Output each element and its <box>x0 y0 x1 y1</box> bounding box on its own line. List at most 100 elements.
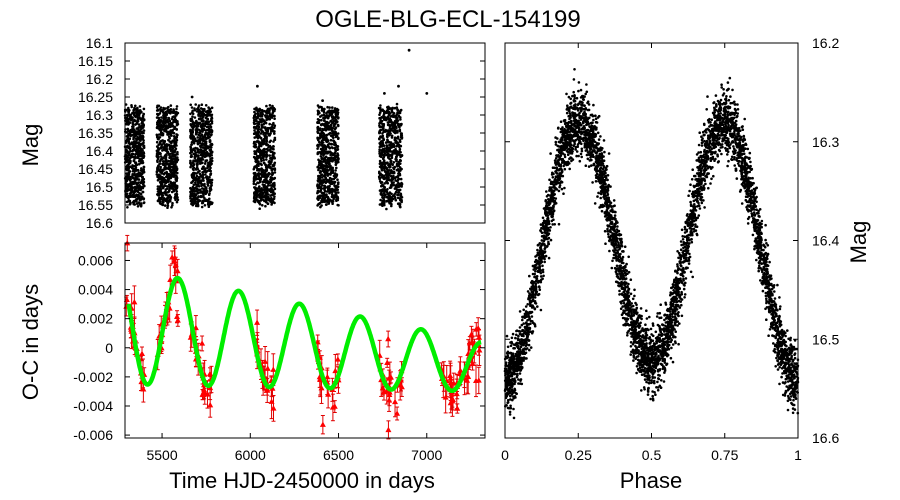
light-curve-point <box>329 182 333 186</box>
light-curve-point <box>273 187 277 191</box>
light-curve-point <box>156 173 159 176</box>
light-curve-point <box>171 175 174 178</box>
light-curve-point <box>268 154 272 157</box>
light-curve-point <box>129 155 133 158</box>
light-curve-point <box>330 199 334 203</box>
light-curve-point <box>169 165 172 169</box>
light-curve-point <box>169 108 173 111</box>
light-curve-point <box>258 143 261 147</box>
light-curve-point <box>381 174 385 178</box>
light-curve-point <box>273 136 277 140</box>
light-curve-point <box>134 194 138 197</box>
light-curve-point <box>204 199 207 202</box>
light-curve-point <box>258 118 262 121</box>
light-curve-point <box>322 113 326 116</box>
light-curve-point <box>209 133 213 137</box>
light-curve-point <box>165 143 168 146</box>
light-curve-point <box>261 156 264 159</box>
light-curve-point <box>380 119 384 123</box>
light-curve-point <box>324 155 328 159</box>
light-curve-point <box>272 191 275 194</box>
light-curve-point <box>328 199 331 203</box>
light-curve-point <box>203 162 207 165</box>
light-curve-point <box>335 121 339 124</box>
light-curve-point <box>267 133 271 137</box>
light-curve-point <box>175 107 178 111</box>
light-curve-point <box>400 136 404 139</box>
light-curve-point <box>136 156 139 159</box>
light-curve-point <box>199 148 203 151</box>
light-curve-point <box>163 127 167 131</box>
light-curve-point <box>271 172 275 176</box>
light-curve-point <box>333 184 336 187</box>
light-curve-point <box>202 151 205 155</box>
light-curve-point <box>198 169 201 173</box>
light-curve-point <box>205 150 209 154</box>
light-curve-point <box>201 111 204 115</box>
light-curve-point <box>139 188 142 191</box>
light-curve-point <box>270 178 274 181</box>
light-curve-point <box>138 105 142 108</box>
light-curve-point <box>170 206 173 209</box>
light-curve-point <box>170 141 173 144</box>
light-curve-point <box>155 106 159 109</box>
light-curve-point <box>169 104 173 107</box>
light-curve-point <box>189 165 192 169</box>
light-curve-point <box>192 147 195 151</box>
light-curve-point <box>160 195 164 199</box>
light-curve-point <box>390 134 394 138</box>
o-c-point <box>131 298 138 305</box>
panel-o-c: 0.006 0.004 0.002 0 -0.002 -0.004 -0.006 5500 60… <box>18 234 486 493</box>
light-curve-point <box>318 111 321 115</box>
light-curve-point <box>191 135 194 139</box>
light-curve-point <box>131 167 134 170</box>
light-curve-point <box>201 166 205 169</box>
light-curve-point <box>141 176 144 179</box>
light-curve-point <box>158 159 162 163</box>
light-curve-point <box>205 187 208 190</box>
light-curve-point <box>333 146 337 150</box>
light-curve-point <box>270 125 274 129</box>
light-curve-point <box>140 151 143 154</box>
o-c-point <box>139 350 146 357</box>
light-curve-point <box>162 156 165 159</box>
light-curve-point <box>203 107 206 111</box>
light-curve-point <box>190 202 193 206</box>
light-curve-ytick-label: 16.1 <box>86 35 113 51</box>
light-curve-point <box>157 147 161 151</box>
light-curve-point <box>383 110 387 114</box>
light-curve-point <box>195 147 199 150</box>
light-curve-point <box>190 141 194 144</box>
light-curve-point <box>205 153 208 156</box>
light-curve-point <box>323 167 327 171</box>
light-curve-point <box>330 113 333 116</box>
light-curve-point <box>196 121 199 124</box>
light-curve-point <box>386 132 390 136</box>
light-curve-point <box>259 128 263 131</box>
light-curve-point <box>333 107 337 110</box>
light-curve-point <box>400 198 403 202</box>
light-curve-point <box>189 161 192 165</box>
light-curve-point <box>136 205 140 208</box>
light-curve-point <box>331 146 335 150</box>
light-curve-point <box>125 175 128 178</box>
light-curve-point <box>205 125 209 129</box>
light-curve-point <box>252 178 256 182</box>
light-curve-point <box>381 134 385 138</box>
light-curve-point <box>209 125 213 129</box>
light-curve-point <box>270 176 273 179</box>
light-curve-point <box>170 152 173 155</box>
light-curve-point <box>379 193 383 196</box>
light-curve-point <box>386 173 389 177</box>
light-curve-point <box>196 204 200 208</box>
light-curve-point <box>131 149 134 153</box>
light-curve-point <box>387 118 390 121</box>
light-curve-point <box>394 184 398 187</box>
light-curve-point <box>137 162 141 166</box>
light-curve-point <box>126 138 130 141</box>
light-curve-point <box>387 146 391 150</box>
light-curve-point <box>320 123 324 127</box>
light-curve-point <box>316 152 320 156</box>
light-curve-point <box>197 133 200 137</box>
light-curve-point <box>127 108 130 111</box>
